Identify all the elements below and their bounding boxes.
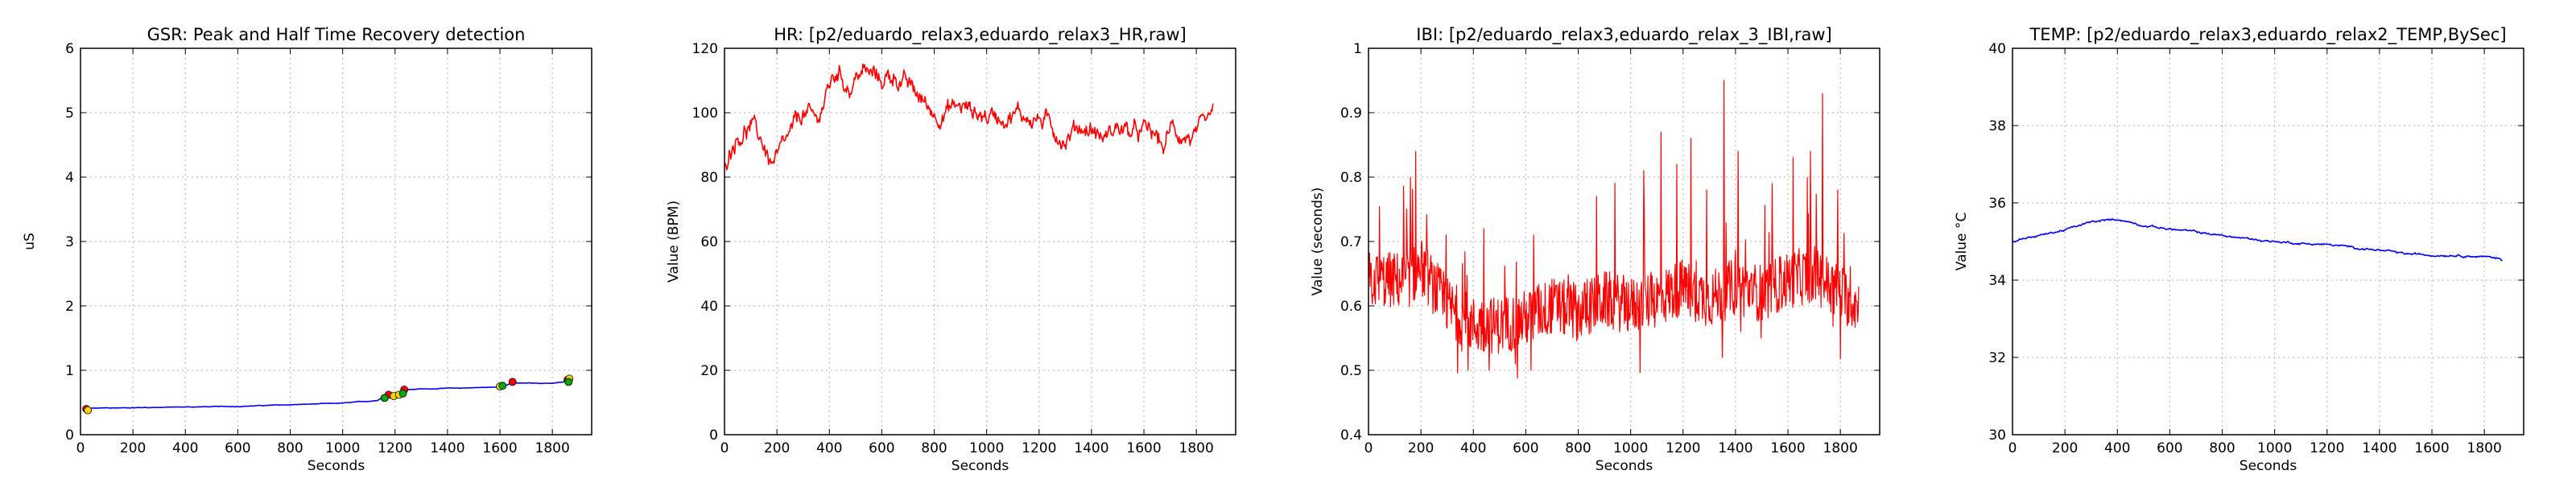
x-tick-label: 1600 bbox=[1770, 440, 1805, 456]
marker-point bbox=[508, 378, 517, 386]
x-axis-label: Seconds bbox=[1596, 458, 1653, 474]
y-tick-label: 0.4 bbox=[1340, 427, 1362, 444]
x-axis-label: Seconds bbox=[308, 458, 365, 474]
chart-panel-3: 0 200 400 600 800 1000 1200 1400 1600 1800 0.4 0.5 0… bbox=[1310, 25, 1880, 474]
y-tick-label: 30 bbox=[1988, 427, 2006, 444]
axes-frame bbox=[724, 47, 1236, 436]
y-tick-label: 0.8 bbox=[1340, 170, 1362, 186]
chart-title: GSR: Peak and Half Time Recovery detecti… bbox=[147, 25, 526, 44]
x-axis-label: Seconds bbox=[952, 458, 1009, 474]
x-tick-label: 0 bbox=[76, 440, 85, 456]
x-tick-label: 600 bbox=[1513, 440, 1538, 456]
x-tick-label: 1200 bbox=[1666, 440, 1700, 456]
chart-title: HR: [p2/eduardo_relax3,eduardo_relax3_HR… bbox=[774, 25, 1186, 45]
chart-title: TEMP: [p2/eduardo_relax3,eduardo_relax2_… bbox=[2029, 25, 2506, 45]
y-tick-label: 0.5 bbox=[1340, 363, 1362, 379]
marker-point bbox=[380, 394, 389, 402]
y-tick-label: 80 bbox=[700, 170, 718, 186]
x-tick-label: 1200 bbox=[378, 440, 412, 456]
y-tick-label: 38 bbox=[1988, 118, 2006, 134]
y-tick-label: 36 bbox=[1988, 196, 2006, 212]
x-tick-label: 1600 bbox=[482, 440, 517, 456]
x-tick-label: 200 bbox=[1408, 440, 1434, 456]
x-tick-label: 1400 bbox=[1074, 440, 1108, 456]
y-tick-label: 1 bbox=[65, 363, 74, 379]
x-tick-label: 800 bbox=[921, 440, 947, 456]
y-tick-label: 100 bbox=[692, 105, 718, 122]
y-tick-label: 3 bbox=[65, 234, 74, 250]
y-tick-label: 120 bbox=[692, 41, 718, 57]
x-tick-label: 400 bbox=[1460, 440, 1486, 456]
axes-frame bbox=[80, 47, 592, 436]
x-tick-label: 1800 bbox=[1823, 440, 1858, 456]
chart-panel-1: 0 200 400 600 800 1000 1200 1400 1600 1800 0 1 2 3 4 5 6… bbox=[22, 25, 592, 474]
y-tick-label: 0.9 bbox=[1340, 105, 1362, 122]
x-tick-label: 200 bbox=[2052, 440, 2078, 456]
x-tick-label: 0 bbox=[2008, 440, 2017, 456]
y-tick-label: 2 bbox=[65, 299, 74, 315]
series-line-1 bbox=[2012, 218, 2504, 262]
x-tick-label: 1800 bbox=[535, 440, 570, 456]
y-tick-label: 32 bbox=[1988, 350, 2006, 366]
y-axis-label: Value °C bbox=[1954, 213, 1970, 270]
series-line-1 bbox=[1368, 80, 1860, 379]
marker-point bbox=[498, 382, 507, 390]
marker-point bbox=[398, 389, 407, 398]
x-tick-label: 400 bbox=[172, 440, 198, 456]
x-tick-label: 0 bbox=[1364, 440, 1373, 456]
x-tick-label: 1600 bbox=[2414, 440, 2449, 456]
x-tick-label: 600 bbox=[225, 440, 250, 456]
y-tick-label: 0.6 bbox=[1340, 299, 1362, 315]
chart-panel-2: 0 200 400 600 800 1000 1200 1400 1600 1800 0 20 40 60… bbox=[666, 25, 1236, 474]
y-tick-label: 6 bbox=[65, 41, 74, 57]
y-tick-label: 1 bbox=[1353, 41, 1362, 57]
x-tick-label: 800 bbox=[2209, 440, 2235, 456]
x-tick-label: 1000 bbox=[2257, 440, 2292, 456]
axes-frame bbox=[1368, 47, 1880, 436]
x-axis-label: Seconds bbox=[2240, 458, 2297, 474]
x-tick-label: 600 bbox=[869, 440, 894, 456]
x-tick-label: 0 bbox=[720, 440, 729, 456]
y-axis-label: Value (BPM) bbox=[666, 200, 682, 283]
x-tick-label: 1000 bbox=[325, 440, 360, 456]
x-tick-label: 800 bbox=[277, 440, 303, 456]
y-tick-label: 40 bbox=[700, 299, 718, 315]
series-line-1 bbox=[724, 63, 1214, 171]
chart-title: IBI: [p2/eduardo_relax3,eduardo_relax_3_… bbox=[1416, 25, 1831, 45]
x-tick-label: 1400 bbox=[2362, 440, 2396, 456]
x-tick-label: 1000 bbox=[969, 440, 1004, 456]
x-tick-label: 1800 bbox=[2467, 440, 2502, 456]
y-axis-label: uS bbox=[22, 233, 38, 250]
x-tick-label: 200 bbox=[120, 440, 146, 456]
x-tick-label: 200 bbox=[764, 440, 790, 456]
y-tick-label: 0.7 bbox=[1340, 234, 1362, 250]
x-tick-label: 400 bbox=[2104, 440, 2130, 456]
marker-point bbox=[564, 378, 573, 386]
axes-frame bbox=[2012, 47, 2524, 436]
chart-panel-4: 0 200 400 600 800 1000 1200 1400 1600 1800 30 32 34 3… bbox=[1954, 25, 2524, 474]
y-tick-label: 4 bbox=[65, 170, 74, 186]
series-line-1 bbox=[85, 378, 571, 411]
y-tick-label: 40 bbox=[1988, 41, 2006, 57]
x-tick-label: 1400 bbox=[430, 440, 464, 456]
y-tick-label: 34 bbox=[1988, 273, 2006, 289]
y-tick-label: 0 bbox=[65, 427, 74, 444]
x-tick-label: 1400 bbox=[1718, 440, 1752, 456]
x-tick-label: 1200 bbox=[1022, 440, 1056, 456]
y-tick-label: 0 bbox=[709, 427, 718, 444]
x-tick-label: 600 bbox=[2157, 440, 2182, 456]
x-tick-label: 1600 bbox=[1126, 440, 1161, 456]
x-tick-label: 1200 bbox=[2310, 440, 2344, 456]
y-tick-label: 5 bbox=[65, 105, 74, 122]
y-tick-label: 60 bbox=[700, 234, 718, 250]
x-tick-label: 800 bbox=[1565, 440, 1591, 456]
x-tick-label: 400 bbox=[816, 440, 842, 456]
y-axis-label: Value (seconds) bbox=[1310, 188, 1326, 296]
x-tick-label: 1000 bbox=[1613, 440, 1648, 456]
y-tick-label: 20 bbox=[700, 363, 718, 379]
x-tick-label: 1800 bbox=[1179, 440, 1214, 456]
marker-point bbox=[84, 406, 93, 415]
